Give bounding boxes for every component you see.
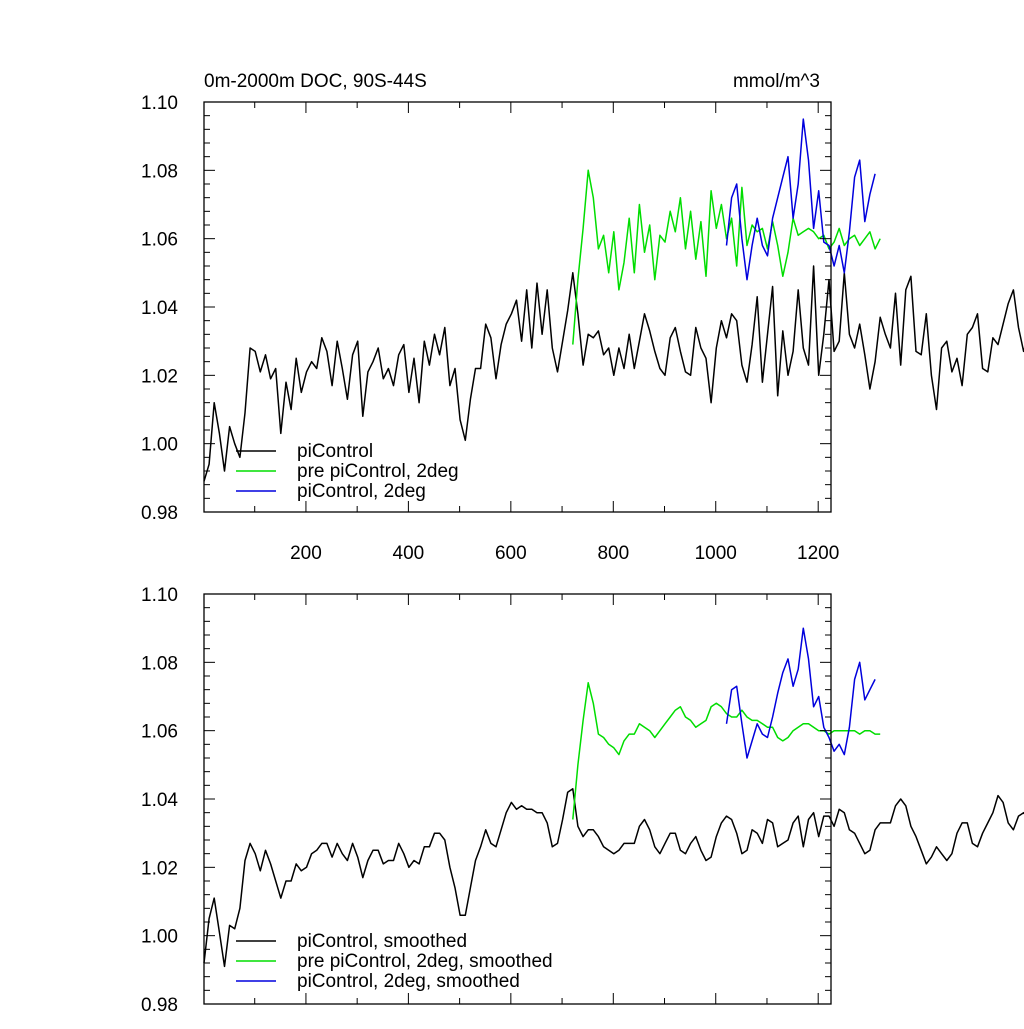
bottom-panel-y-tick-label: 1.08	[141, 653, 178, 674]
top-panel-y-tick-labels: 0.98 1.00 1.02 1.04 1.06 1.08 1.10	[141, 93, 178, 524]
top-panel-x-tick-labels: 200 400 600 800 1000 1200	[290, 543, 839, 564]
top-panel-x-tick-label: 400	[393, 543, 425, 564]
bottom-panel-y-tick-label: 1.06	[141, 722, 178, 743]
top-panel-y-tick-label: 1.02	[141, 366, 178, 387]
bottom-panel-series-1	[572, 682, 881, 820]
top-panel-x-tick-label: 200	[290, 543, 322, 564]
top-panel-title: 0m-2000m DOC, 90S-44S	[204, 71, 427, 92]
top-panel: 0m-2000m DOC, 90S-44S mmol/m^3 0.98 1.00 1…	[141, 71, 1024, 564]
bottom-panel-legend-label: piControl, smoothed	[297, 931, 467, 952]
top-panel-legend-label: piControl	[297, 441, 373, 462]
top-panel-y-tick-label: 1.06	[141, 230, 178, 251]
bottom-panel: 0.98 1.00 1.02 1.04 1.06 1.08 1.10 piControl, …	[141, 585, 1024, 1016]
top-panel-y-tick-label: 1.04	[141, 298, 178, 319]
bottom-panel-frame	[203, 593, 832, 1005]
top-panel-x-tick-label: 1000	[695, 543, 737, 564]
bottom-panel-y-tick-label: 1.00	[141, 927, 178, 948]
bottom-panel-y-tick-label: 0.98	[141, 995, 178, 1016]
top-panel-y-tick-label: 1.08	[141, 161, 178, 182]
top-panel-series-1	[572, 169, 881, 345]
top-panel-y-tick-label: 0.98	[141, 503, 178, 524]
top-panel-series	[203, 118, 1024, 482]
bottom-panel-y-tick-label: 1.10	[141, 585, 178, 606]
top-panel-y-tick-label: 1.00	[141, 435, 178, 456]
top-panel-series-2	[725, 118, 876, 281]
top-panel-ticks	[204, 101, 831, 513]
bottom-panel-series	[203, 627, 1024, 968]
top-panel-units: mmol/m^3	[733, 71, 820, 92]
top-panel-y-tick-label: 1.10	[141, 93, 178, 114]
bottom-panel-legend-label: piControl, 2deg, smoothed	[297, 971, 520, 992]
bottom-panel-series-2	[725, 627, 876, 759]
bottom-panel-y-tick-label: 1.02	[141, 858, 178, 879]
top-panel-x-tick-label: 600	[495, 543, 527, 564]
top-panel-series-0	[203, 265, 1024, 482]
bottom-panel-y-tick-label: 1.04	[141, 790, 178, 811]
bottom-panel-series-0	[203, 788, 1024, 968]
top-panel-legend-label: pre piControl, 2deg	[297, 461, 459, 482]
top-panel-x-tick-label: 800	[597, 543, 629, 564]
bottom-panel-y-tick-labels: 0.98 1.00 1.02 1.04 1.06 1.08 1.10	[141, 585, 178, 1016]
top-panel-frame	[203, 101, 832, 513]
top-panel-x-tick-label: 1200	[797, 543, 839, 564]
top-panel-legend-label: piControl, 2deg	[297, 481, 426, 502]
bottom-panel-legend-label: pre piControl, 2deg, smoothed	[297, 951, 553, 972]
